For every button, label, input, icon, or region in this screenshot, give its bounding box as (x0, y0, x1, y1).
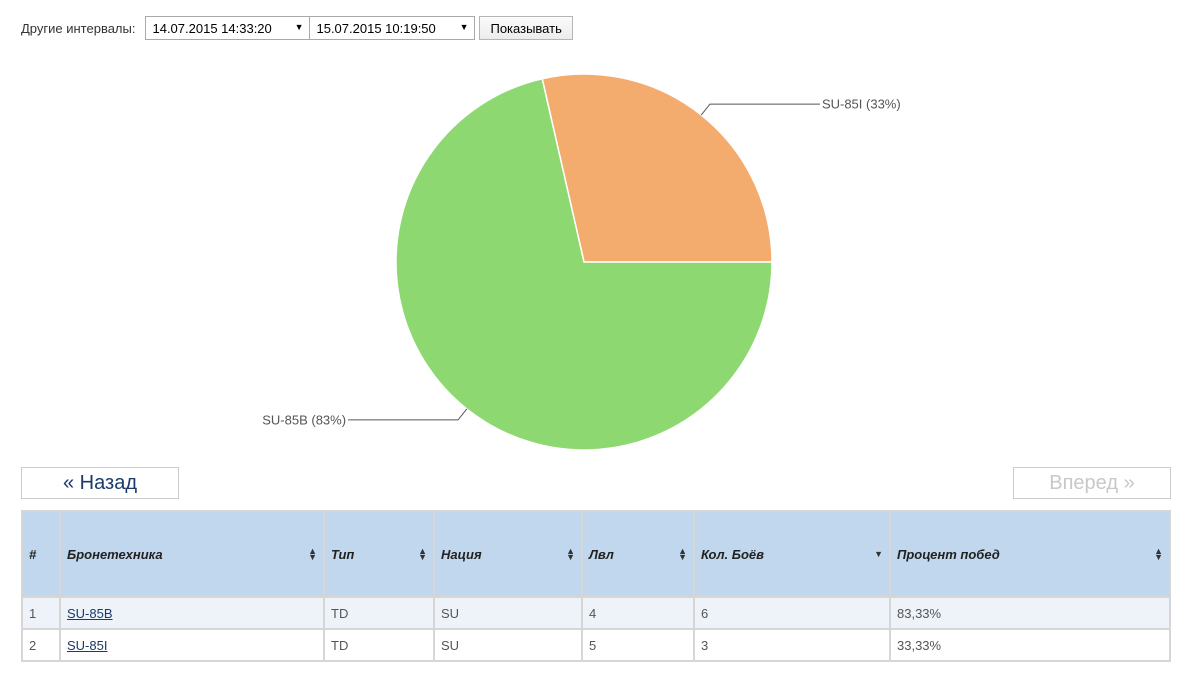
table-row: 2 SU-85I TD SU 5 3 33,33% (21, 628, 1171, 662)
dropdown-arrow-icon: ▼ (459, 22, 469, 32)
column-header-vehicle[interactable]: Бронетехника ▲ ▼ (59, 510, 325, 598)
cell-win-rate: 33,33% (889, 628, 1171, 662)
date-to-select[interactable]: 15.07.2015 10:19:50 ▼ (309, 16, 476, 40)
column-header-battles[interactable]: Кол. Боёв ▼ (693, 510, 891, 598)
column-header-number: # (21, 510, 61, 598)
column-header-nation[interactable]: Нация ▲ ▼ (433, 510, 583, 598)
pie-label-connector (700, 103, 820, 116)
vehicle-link[interactable]: SU-85B (67, 605, 113, 621)
column-header-level[interactable]: Лвл ▲ ▼ (581, 510, 695, 598)
cell-win-rate: 83,33% (889, 596, 1171, 630)
pie-label-connector (348, 408, 468, 421)
cell-nation: SU (433, 596, 583, 630)
sort-icon: ▲ ▼ (1154, 546, 1163, 562)
cell-type: TD (323, 628, 435, 662)
cell-type: TD (323, 596, 435, 630)
date-to-value: 15.07.2015 10:19:50 (316, 20, 436, 36)
interval-filter-bar: Другие интервалы: 14.07.2015 14:33:20 ▼ … (21, 16, 573, 40)
sort-icon: ▲ ▼ (308, 546, 317, 562)
vehicles-table: # Бронетехника ▲ ▼ Тип ▲ ▼ Нация ▲ ▼ Лвл ▲ ▼ Кол… (21, 510, 1171, 662)
date-from-value: 14.07.2015 14:33:20 (152, 20, 272, 36)
sort-icon: ▲ ▼ (418, 546, 427, 562)
back-button[interactable]: « Назад (21, 467, 179, 499)
show-button[interactable]: Показывать (479, 16, 573, 40)
sort-icon: ▲ ▼ (566, 546, 575, 562)
cell-vehicle: SU-85B (59, 596, 325, 630)
pie-slice-label: SU-85B (83%) (262, 412, 346, 427)
sort-desc-icon: ▼ (874, 549, 883, 559)
table-row: 1 SU-85B TD SU 4 6 83,33% (21, 596, 1171, 630)
column-header-type[interactable]: Тип ▲ ▼ (323, 510, 435, 598)
dropdown-arrow-icon: ▼ (294, 22, 304, 32)
cell-battles: 3 (693, 628, 891, 662)
cell-level: 5 (581, 628, 695, 662)
cell-level: 4 (581, 596, 695, 630)
intervals-label: Другие интервалы: (21, 20, 136, 36)
cell-battles: 6 (693, 596, 891, 630)
cell-vehicle: SU-85I (59, 628, 325, 662)
sort-icon: ▲ ▼ (678, 546, 687, 562)
cell-number: 2 (21, 628, 61, 662)
pie-slice[interactable] (395, 77, 773, 451)
date-from-select[interactable]: 14.07.2015 14:33:20 ▼ (145, 16, 311, 40)
forward-button-disabled: Вперед » (1013, 467, 1171, 499)
cell-number: 1 (21, 596, 61, 630)
pie-slice-label: SU-85I (33%) (822, 97, 901, 112)
pie-chart: SU-85I (33%) SU-85B (83%) (262, 73, 901, 451)
vehicle-link[interactable]: SU-85I (67, 637, 108, 653)
table-header-row: # Бронетехника ▲ ▼ Тип ▲ ▼ Нация ▲ ▼ Лвл ▲ ▼ Кол… (21, 510, 1171, 598)
cell-nation: SU (433, 628, 583, 662)
column-header-win-rate[interactable]: Процент побед ▲ ▼ (889, 510, 1171, 598)
